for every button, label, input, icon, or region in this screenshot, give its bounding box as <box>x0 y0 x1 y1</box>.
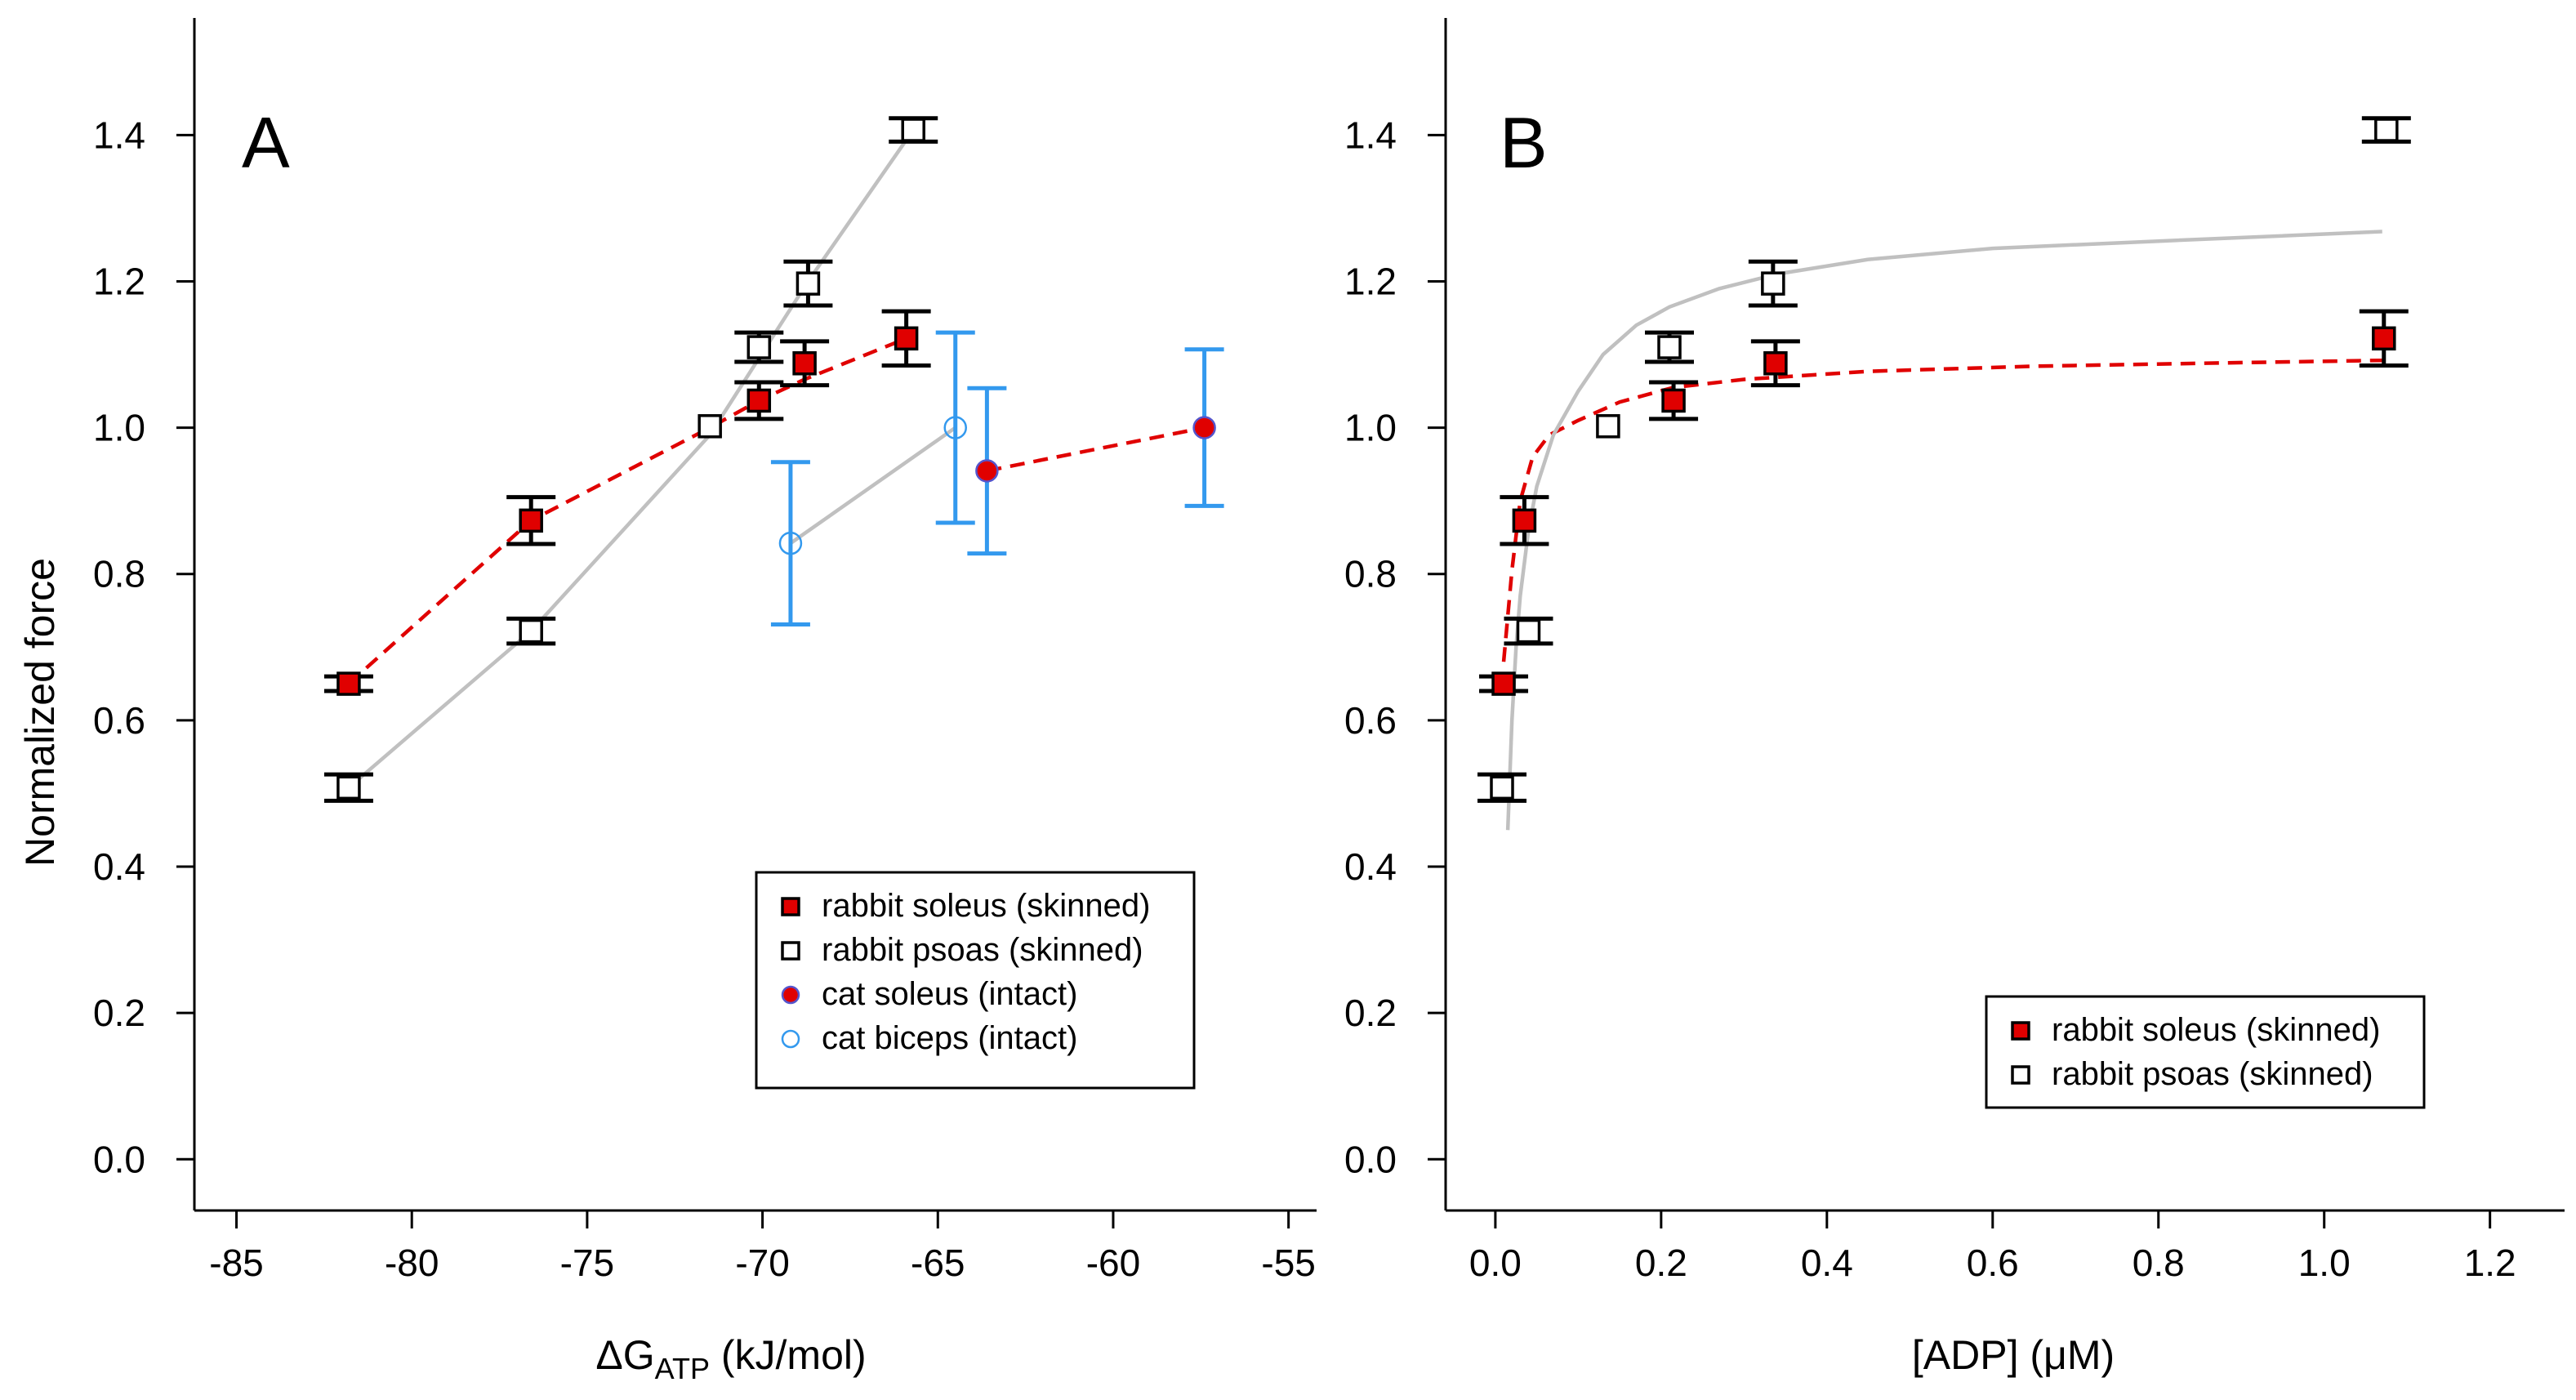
y-tick-label: 1.0 <box>1344 407 1397 449</box>
y-tick-label: 0.4 <box>1344 845 1397 888</box>
x-tick-label: 1.2 <box>2464 1242 2516 1284</box>
y-tick-label: 0.6 <box>1344 699 1397 742</box>
legend-marker <box>781 1029 800 1049</box>
data-point <box>943 416 967 439</box>
x-tick-label: -80 <box>385 1242 439 1284</box>
legend-box <box>1985 995 2426 1109</box>
fit-line <box>986 426 1206 473</box>
y-tick-label: 0.6 <box>93 699 145 742</box>
legend-label: rabbit soleus (skinned) <box>2052 1012 2380 1048</box>
y-tick-label: 0.8 <box>93 553 145 595</box>
data-point <box>1657 335 1682 359</box>
y-tick-label: 0.0 <box>93 1138 145 1180</box>
fit-line <box>789 426 957 545</box>
data-point <box>1192 416 1216 439</box>
x-tick-label: -85 <box>209 1242 263 1284</box>
data-point <box>747 388 772 413</box>
data-point <box>1761 271 1785 296</box>
data-point <box>1661 388 1686 413</box>
x-tick-label: -60 <box>1086 1242 1140 1284</box>
y-tick-label: 1.0 <box>93 407 145 449</box>
panel-letter: B <box>1500 102 1548 183</box>
data-point <box>1490 775 1514 800</box>
legend-marker <box>781 897 800 916</box>
data-point <box>1512 508 1537 533</box>
data-point <box>1516 618 1541 644</box>
legend-marker <box>781 941 800 961</box>
y-axis-title: Normalized force <box>17 558 63 867</box>
panel-a: 0.0 0.2 0.4 0.6 0.8 1.0 1.2 1.4 -85 -80 -75 -70 -65 -… <box>17 18 1317 1385</box>
y-tick-label: 0.4 <box>93 845 145 888</box>
data-point <box>519 618 543 644</box>
x-tick-label: 1.0 <box>2298 1242 2351 1284</box>
x-axis-title-sub: ATP <box>655 1352 710 1385</box>
panel-b: 0.0 0.2 0.4 0.6 0.8 1.0 1.2 1.4 0.0 0.2 0.4 0.6 0.8 1… <box>1344 18 2565 1378</box>
data-point <box>901 118 925 142</box>
data-point <box>519 508 543 533</box>
legend-label: rabbit psoas (skinned) <box>822 932 1143 968</box>
fit-line <box>347 337 907 685</box>
legend-label: rabbit psoas (skinned) <box>2052 1056 2373 1092</box>
y-tick-label: 0.0 <box>1344 1138 1397 1180</box>
legend-label: cat soleus (intact) <box>822 976 1077 1012</box>
x-axis-title: ΔGATP (kJ/mol) <box>595 1332 866 1385</box>
y-tick-label: 0.2 <box>1344 992 1397 1034</box>
y-tick-label: 1.2 <box>1344 260 1397 302</box>
x-tick-label: 0.8 <box>2133 1242 2185 1284</box>
data-point <box>747 335 772 359</box>
x-axis-title-rest: (kJ/mol) <box>710 1332 867 1378</box>
fit-line <box>347 128 916 789</box>
x-axis-title: [ADP] (μM) <box>1912 1332 2115 1378</box>
data-point <box>336 671 361 696</box>
legend-label: rabbit soleus (skinned) <box>822 888 1150 924</box>
y-tick-label: 1.2 <box>93 260 145 302</box>
fit-line <box>1505 230 2382 831</box>
y-tick-label: 1.4 <box>93 114 145 156</box>
data-point <box>894 326 919 351</box>
x-tick-label: -55 <box>1261 1242 1315 1284</box>
y-tick-label: 0.8 <box>1344 553 1397 595</box>
fit-line <box>1501 358 2382 662</box>
legend-box <box>755 871 1196 1090</box>
x-tick-label: -70 <box>735 1242 789 1284</box>
x-tick-label: 0.2 <box>1635 1242 1687 1284</box>
data-point <box>697 414 722 439</box>
legend-marker <box>781 985 800 1005</box>
data-point <box>975 459 999 483</box>
x-tick-label: 0.6 <box>1967 1242 2019 1284</box>
data-point <box>2374 118 2399 142</box>
x-tick-label: -65 <box>911 1242 965 1284</box>
legend-marker <box>2011 1065 2030 1085</box>
data-point <box>796 271 821 296</box>
x-axis-title-main: ΔG <box>595 1332 654 1378</box>
data-point <box>1763 351 1788 376</box>
x-tick-label: 0.0 <box>1469 1242 1522 1284</box>
legend-label: cat biceps (intact) <box>822 1020 1077 1056</box>
legend-marker <box>2011 1021 2030 1041</box>
x-tick-label: -75 <box>560 1242 614 1284</box>
data-point <box>778 531 803 555</box>
data-point <box>792 351 817 376</box>
data-point <box>1596 414 1620 439</box>
y-tick-label: 0.2 <box>93 992 145 1034</box>
data-point <box>1491 671 1516 696</box>
y-tick-label: 1.4 <box>1344 114 1397 156</box>
data-point <box>2372 326 2396 351</box>
data-point <box>336 775 361 800</box>
panel-letter: A <box>242 102 290 183</box>
x-tick-label: 0.4 <box>1801 1242 1853 1284</box>
